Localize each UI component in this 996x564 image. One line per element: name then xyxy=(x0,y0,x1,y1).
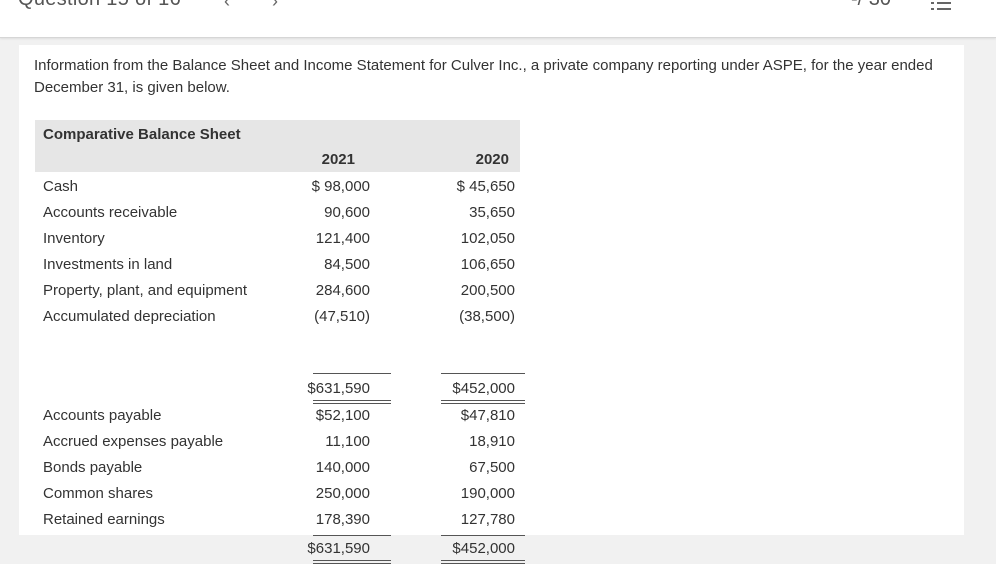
question-list-icon[interactable] xyxy=(931,0,951,12)
question-number: Question 15 of 16 xyxy=(18,0,181,11)
question-intro-text: Information from the Balance Sheet and I… xyxy=(34,57,933,96)
value-2020: 67,500 xyxy=(469,459,515,476)
table-row: Investments in land 84,500 106,650 xyxy=(35,252,520,278)
value-2021: 90,600 xyxy=(324,204,370,221)
row-label: Accumulated depreciation xyxy=(43,308,216,325)
next-question-button[interactable]: › xyxy=(272,0,278,11)
row-label: Property, plant, and equipment xyxy=(43,282,248,299)
row-label: Common shares xyxy=(43,485,154,502)
table-row: Inventory 121,400 102,050 xyxy=(35,226,520,252)
value-2021: 178,390 xyxy=(315,511,370,528)
assets-subtotal-rule-2020 xyxy=(441,373,525,374)
table-row: Property, plant, and equipment 284,600 200… xyxy=(35,278,520,304)
row-label: Accrued expenses payable xyxy=(43,433,224,450)
table-row: Accounts receivable 90,600 35,650 xyxy=(35,200,520,226)
table-title: Comparative Balance Sheet xyxy=(43,126,241,143)
assets-total-row: $631,590 $452,000 xyxy=(35,376,520,402)
value-2021: $ 98,000 xyxy=(311,178,370,195)
assets-total-2020: $452,000 xyxy=(452,380,515,397)
value-2020: 102,050 xyxy=(460,230,515,247)
table-row: Accrued expenses payable 11,100 18,910 xyxy=(35,429,520,455)
value-2021: (47,510) xyxy=(314,308,370,325)
value-2020: 127,780 xyxy=(460,511,515,528)
value-2021: 11,100 xyxy=(325,433,370,450)
table-row: Common shares 250,000 190,000 xyxy=(35,481,520,507)
row-label: Cash xyxy=(43,178,79,195)
table-row: Cash $ 98,000 $ 45,650 xyxy=(35,174,520,200)
question-score: -/ 30 xyxy=(851,0,891,11)
table-header xyxy=(35,120,520,172)
value-2021: 84,500 xyxy=(324,256,370,273)
year-header-2020: 2020 xyxy=(475,151,509,168)
question-card: Information from the Balance Sheet and I… xyxy=(19,45,964,564)
value-2020: 18,910 xyxy=(469,433,515,450)
table-row: Bonds payable 140,000 67,500 xyxy=(35,455,520,481)
value-2020: 35,650 xyxy=(469,204,515,221)
value-2021: 140,000 xyxy=(315,459,370,476)
value-2020: 106,650 xyxy=(460,256,515,273)
assets-total-double-rule-2021 xyxy=(313,400,391,404)
liabilities-total-2020: $452,000 xyxy=(452,540,515,557)
liabilities-total-double-rule-2021 xyxy=(313,560,391,564)
top-bar: Question 15 of 16 ‹ › -/ 30 xyxy=(0,0,996,38)
row-label: Accounts receivable xyxy=(43,204,178,221)
liabilities-total-row: $631,590 $452,000 xyxy=(35,536,520,562)
value-2021: 121,400 xyxy=(315,230,370,247)
row-label: Retained earnings xyxy=(43,511,165,528)
row-label: Accounts payable xyxy=(43,407,162,424)
value-2021: 284,600 xyxy=(315,282,370,299)
value-2021: 250,000 xyxy=(315,485,370,502)
assets-subtotal-rule-2021 xyxy=(313,373,391,374)
assets-total-2021: $631,590 xyxy=(307,380,370,397)
value-2020: (38,500) xyxy=(459,308,515,325)
previous-question-button[interactable]: ‹ xyxy=(224,0,230,11)
value-2020: 200,500 xyxy=(460,282,515,299)
row-label: Bonds payable xyxy=(43,459,143,476)
value-2020: 190,000 xyxy=(460,485,515,502)
assets-total-double-rule-2020 xyxy=(441,400,525,404)
liabilities-total-2021: $631,590 xyxy=(307,540,370,557)
row-label: Inventory xyxy=(43,230,105,247)
table-row: Accumulated depreciation (47,510) (38,500) xyxy=(35,304,520,330)
year-header-2021: 2021 xyxy=(321,151,355,168)
liabilities-total-double-rule-2020 xyxy=(441,560,525,564)
table-row: Retained earnings 178,390 127,780 xyxy=(35,507,520,533)
value-2020: $47,810 xyxy=(460,407,515,424)
value-2020: $ 45,650 xyxy=(456,178,515,195)
value-2021: $52,100 xyxy=(315,407,370,424)
row-label: Investments in land xyxy=(43,256,173,273)
table-row: Accounts payable $52,100 $47,810 xyxy=(35,403,520,429)
